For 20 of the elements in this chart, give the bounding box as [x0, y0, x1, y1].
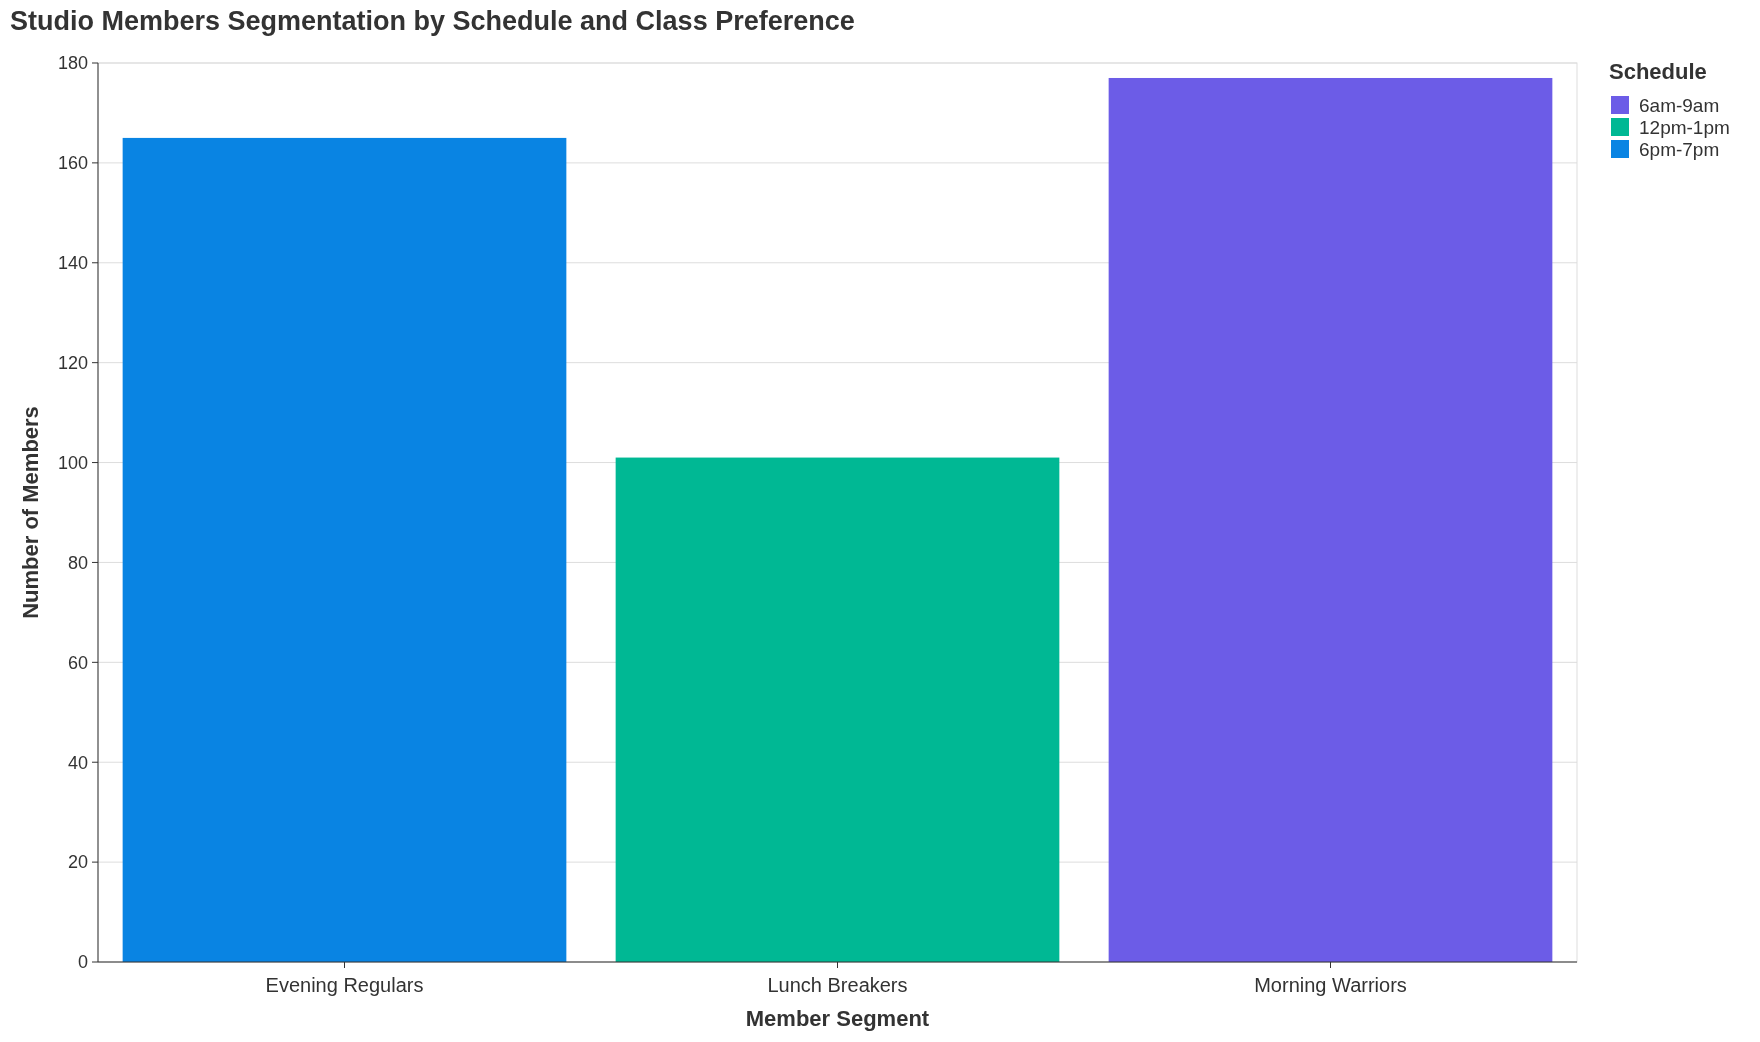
y-tick-label: 20 [67, 852, 88, 873]
y-tick-label: 140 [57, 253, 88, 274]
y-tick-label: 80 [67, 552, 88, 573]
legend-label: 6am-9am [1639, 94, 1720, 116]
y-tick-label: 180 [57, 53, 88, 74]
x-tick-label: Evening Regulars [265, 974, 424, 996]
x-axis-title: Member Segment [745, 1006, 930, 1031]
legend-label: 12pm-1pm [1639, 116, 1730, 138]
y-axis-title: Number of Members [18, 406, 43, 619]
y-tick-label: 160 [57, 153, 88, 174]
chart-title: Studio Members Segmentation by Schedule and Class Preference [10, 6, 855, 36]
x-tick-label: Lunch Breakers [767, 974, 908, 996]
y-tick-label: 40 [67, 752, 88, 773]
y-tick-label: 0 [77, 952, 88, 973]
x-tick-label: Morning Warriors [1254, 974, 1407, 996]
y-tick-label: 100 [57, 452, 88, 473]
legend-title: Schedule [1609, 59, 1707, 84]
legend-label: 6pm-7pm [1639, 138, 1720, 160]
y-tick-label: 60 [67, 652, 88, 673]
y-tick-label: 120 [57, 352, 88, 373]
